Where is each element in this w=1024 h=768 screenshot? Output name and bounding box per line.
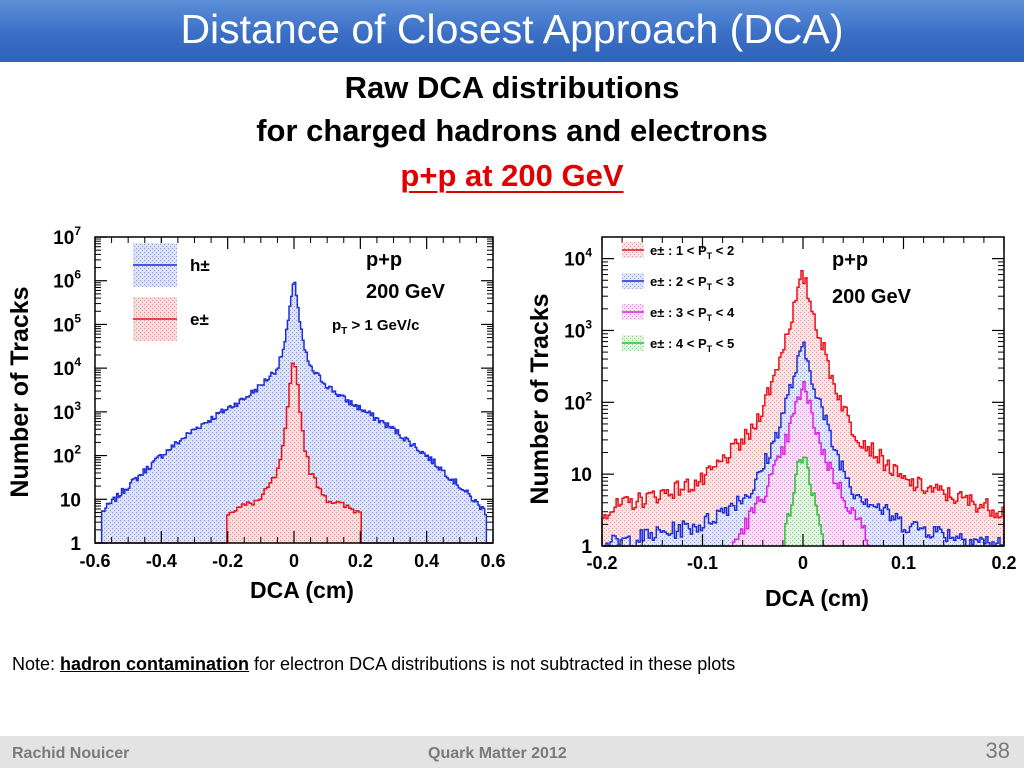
title-bar: Distance of Closest Approach (DCA): [0, 0, 1024, 62]
left-y-tick-label: 105: [53, 311, 81, 336]
right-y-tick-label: 103: [564, 317, 592, 342]
left-annotation-system: p+p: [366, 249, 402, 271]
left-x-tick-label: -0.2: [212, 551, 243, 571]
right-y-tick-label: 102: [564, 389, 592, 414]
right-legend-label: e± : 3 < PT < 4: [650, 305, 735, 323]
legend-hadron-label: h±: [190, 256, 210, 275]
right-y-tick-label: 1: [581, 537, 592, 558]
subtitle-line-3: p+p at 200 GeV: [0, 158, 1024, 194]
footer-page-number: 38: [985, 738, 1010, 763]
left-y-axis-label: Number of Tracks: [6, 286, 34, 497]
left-annotation-pt-cut: pT > 1 GeV/c: [332, 317, 419, 337]
footer-bar: Rachid Nouicer Quark Matter 2012 38: [0, 736, 1024, 768]
left-annotation-energy: 200 GeV: [366, 281, 446, 303]
left-y-tick-label: 1: [70, 534, 81, 555]
left-annotations: p+p 200 GeV pT > 1 GeV/c: [332, 249, 446, 337]
left-y-tick-label: 10: [60, 490, 81, 511]
footer-conference: Quark Matter 2012: [428, 745, 567, 762]
left-series-1-fill: [95, 363, 493, 543]
left-x-axis-label: DCA (cm): [250, 577, 354, 603]
slide-title: Distance of Closest Approach (DCA): [180, 6, 844, 52]
subtitle-line-1: Raw DCA distributions: [344, 70, 680, 105]
legend-electron-label: e±: [190, 310, 209, 329]
left-x-tick-label: 0: [289, 551, 299, 571]
left-axis-ticks: [94, 236, 494, 544]
footer-author: Rachid Nouicer: [12, 745, 130, 762]
left-x-tick-label: 0.4: [414, 551, 439, 571]
note-suffix: for electron DCA distributions is not su…: [249, 654, 736, 674]
right-legend-label: e± : 1 < PT < 2: [650, 243, 734, 261]
left-series-0-line: [95, 281, 493, 544]
left-legend: h± e±: [133, 243, 210, 341]
right-y-axis-label: Number of Tracks: [526, 293, 554, 504]
left-y-tick-label: 104: [53, 355, 81, 380]
left-y-tick-labels: 1 10 102 103 104 105 106 107: [53, 224, 81, 555]
footnote: Note: hadron contamination for electron …: [12, 654, 735, 675]
right-x-axis-label: DCA (cm): [765, 585, 869, 611]
right-annotations: p+p 200 GeV: [832, 249, 912, 308]
left-x-tick-label: 0.6: [480, 551, 505, 571]
right-x-tick-label: 0.2: [991, 553, 1016, 573]
left-y-tick-label: 102: [53, 443, 81, 468]
left-y-tick-label: 103: [53, 399, 81, 424]
right-series-0-line: [601, 269, 1005, 546]
note-emphasis: hadron contamination: [60, 654, 250, 674]
left-x-tick-label: 0.2: [348, 551, 373, 571]
note-prefix: Note:: [12, 654, 61, 674]
right-x-tick-label: -0.2: [586, 553, 617, 573]
right-legend-label: e± : 2 < PT < 3: [650, 274, 734, 292]
right-x-tick-labels: -0.2 -0.1 0 0.1 0.2: [586, 553, 1016, 573]
right-annotation-system: p+p: [832, 249, 868, 271]
subtitle-line-3-text: p+p at 200 GeV: [400, 158, 624, 193]
right-legend: e± : 1 < PT < 2 e± : 2 < PT < 3 e± : 3 < P…: [622, 242, 735, 354]
right-series-3-fill: [602, 457, 1004, 546]
right-x-tick-label: -0.1: [687, 553, 718, 573]
right-series-1-line: [602, 341, 1004, 547]
right-legend-label: e± : 4 < PT < 5: [650, 336, 734, 354]
right-axis-ticks: [601, 236, 1005, 547]
right-y-tick-label: 104: [564, 246, 592, 271]
left-x-tick-label: -0.6: [79, 551, 110, 571]
right-y-tick-labels: 1 10 102 103 104: [564, 246, 592, 558]
subtitle-line-2: for charged hadrons and electrons: [256, 113, 768, 148]
right-y-tick-label: 10: [571, 465, 592, 486]
right-x-tick-label: 0: [798, 553, 808, 573]
left-y-tick-label: 106: [53, 268, 81, 293]
right-x-tick-label: 0.1: [891, 553, 916, 573]
left-y-tick-label: 107: [53, 224, 81, 249]
left-series-fills: [95, 282, 493, 543]
right-annotation-energy: 200 GeV: [832, 286, 912, 308]
left-x-tick-label: -0.4: [146, 551, 177, 571]
left-x-tick-labels: -0.6 -0.4 -0.2 0 0.2 0.4 0.6: [79, 551, 505, 571]
